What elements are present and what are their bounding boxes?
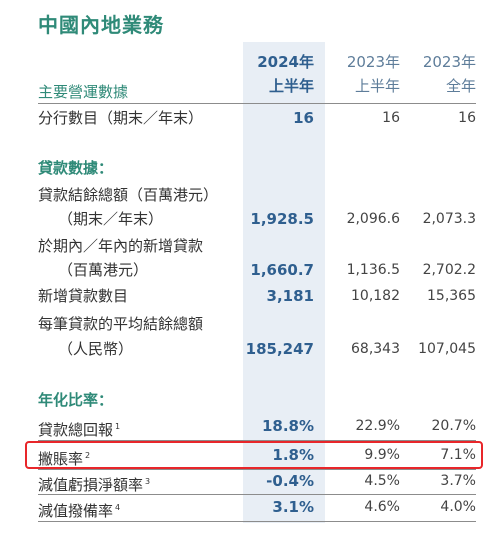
value-2023fy: 15,365 xyxy=(427,288,476,304)
value-2023h1: 1,136.5 xyxy=(346,262,400,278)
value-2023fy: 7.1% xyxy=(440,447,476,463)
value-2023h1: 4.5% xyxy=(364,473,400,489)
value-2024h1: 18.8% xyxy=(261,417,314,435)
value-2023h1: 16 xyxy=(382,110,400,126)
value-2023fy: 16 xyxy=(458,110,476,126)
footnote-marker: 3 xyxy=(145,477,151,486)
table-row: 撇賬率 2 1.8% 9.9% 7.1% xyxy=(0,443,500,468)
value-2023fy: 20.7% xyxy=(431,418,476,434)
value-2024h1: 1,928.5 xyxy=(250,210,314,228)
table-row: 每筆貸款的平均結餘總額 xyxy=(0,312,500,337)
table-row: 減值撥備率 4 3.1% 4.6% 4.0% xyxy=(0,495,500,520)
col3-header-year: 2023年 xyxy=(422,53,476,71)
row-label: 於期內／年內的新增貸款 xyxy=(38,237,204,255)
table-row: 新增貸款數目 3,181 10,182 15,365 xyxy=(0,284,500,309)
row-label: （人民幣） xyxy=(58,340,134,358)
table-row: 貸款總回報 1 18.8% 22.9% 20.7% xyxy=(0,414,500,439)
footnote-marker: 2 xyxy=(85,451,91,460)
value-2024h1: 185,247 xyxy=(245,340,314,358)
table-row: （百萬港元） 1,660.7 1,136.5 2,702.2 xyxy=(0,258,500,283)
col2-header-period: 上半年 xyxy=(354,77,400,95)
page-title: 中國內地業務 xyxy=(38,13,164,37)
row-divider xyxy=(38,469,476,470)
value-2023h1: 22.9% xyxy=(355,418,400,434)
value-2023fy: 3.7% xyxy=(440,473,476,489)
row-divider xyxy=(38,494,476,495)
col1-header-year: 2024年 xyxy=(257,53,314,71)
table-row: （期末／年末） 1,928.5 2,096.6 2,073.3 xyxy=(0,207,500,232)
table-row: 於期內／年內的新增貸款 xyxy=(0,234,500,259)
highlight-box xyxy=(25,441,483,469)
row-label: 每筆貸款的平均結餘總額 xyxy=(38,315,204,333)
value-2023fy: 2,702.2 xyxy=(422,262,476,278)
table-row: 減值虧損淨額率 3 -0.4% 4.5% 3.7% xyxy=(0,469,500,494)
value-2023fy: 2,073.3 xyxy=(422,211,476,227)
table-row: 貸款結餘總額（百萬港元） xyxy=(0,183,500,208)
footnote-marker: 1 xyxy=(115,422,121,431)
header-row-label: 主要營運數據 xyxy=(38,83,129,101)
value-2024h1: 3,181 xyxy=(266,287,314,305)
table-bottom-rule xyxy=(38,521,476,522)
row-label: 減值虧損淨額率 3 xyxy=(38,476,151,494)
row-label: 新增貸款數目 xyxy=(38,287,129,305)
row-label: （期末／年末） xyxy=(58,210,164,228)
value-2023h1: 2,096.6 xyxy=(346,211,400,227)
value-2023fy: 107,045 xyxy=(418,341,476,357)
header-divider xyxy=(38,103,476,104)
row-label: 分行數目（期末／年末） xyxy=(38,109,204,127)
value-2024h1: 3.1% xyxy=(272,498,314,516)
table-row: 分行數目（期末／年末） 16 16 16 xyxy=(0,106,500,131)
value-2024h1: 1,660.7 xyxy=(250,261,314,279)
value-2023h1: 9.9% xyxy=(364,447,400,463)
col3-header-period: 全年 xyxy=(445,77,476,95)
section-heading: 年化比率： xyxy=(0,388,500,413)
table-row: （人民幣） 185,247 68,343 107,045 xyxy=(0,337,500,362)
value-2024h1: 1.8% xyxy=(272,446,314,464)
row-label: 減值撥備率 4 xyxy=(38,502,121,520)
footnote-marker: 4 xyxy=(115,503,121,512)
col1-header-period: 上半年 xyxy=(268,77,314,95)
row-label: 撇賬率 2 xyxy=(38,450,91,468)
section-heading: 貸款數據： xyxy=(0,156,500,181)
value-2023h1: 10,182 xyxy=(351,288,400,304)
value-2024h1: -0.4% xyxy=(266,472,314,490)
row-divider xyxy=(38,440,476,441)
value-2024h1: 16 xyxy=(293,109,314,127)
row-label: 貸款總回報 1 xyxy=(38,421,121,439)
value-2023h1: 68,343 xyxy=(351,341,400,357)
row-label: 貸款數據： xyxy=(38,159,114,177)
row-label: 貸款結餘總額（百萬港元） xyxy=(38,186,219,204)
value-2023h1: 4.6% xyxy=(364,499,400,515)
col2-header-year: 2023年 xyxy=(346,53,400,71)
row-label: 年化比率： xyxy=(38,391,114,409)
value-2023fy: 4.0% xyxy=(440,499,476,515)
row-label: （百萬港元） xyxy=(58,261,149,279)
